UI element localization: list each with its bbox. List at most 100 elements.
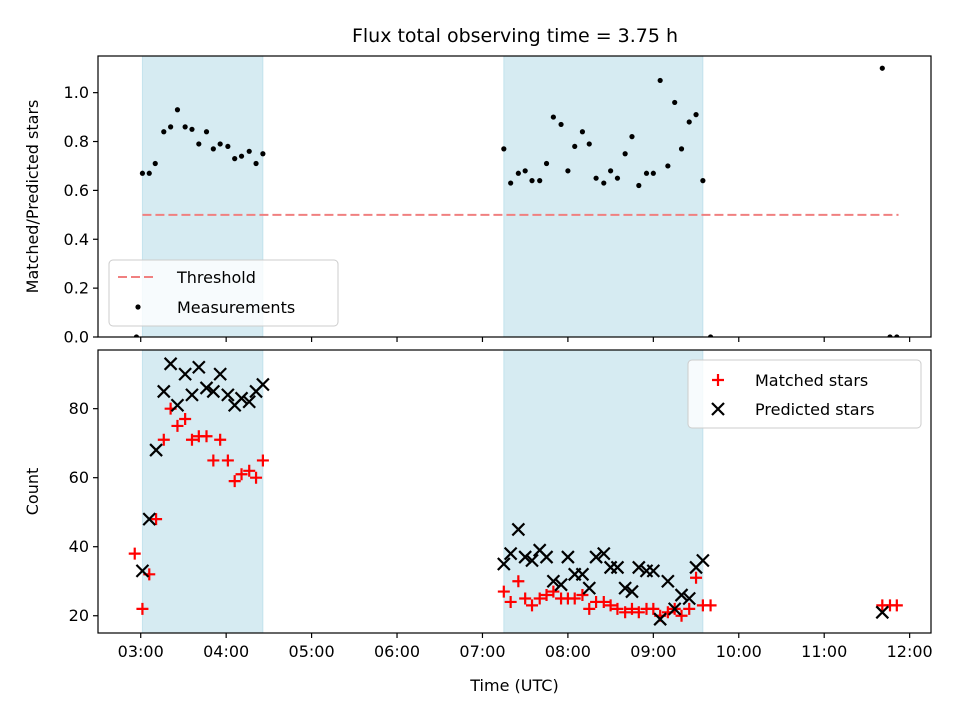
predicted-point: [234, 391, 249, 406]
matched-point: [611, 602, 624, 615]
legend-predicted-label: Predicted stars: [755, 400, 875, 419]
predicted-point: [497, 557, 511, 571]
predicted-point: [525, 553, 539, 568]
matched-point: [632, 606, 645, 619]
measurement-point: [650, 170, 656, 176]
matched-point: [647, 602, 660, 615]
predicted-point: [206, 384, 221, 399]
predicted-point: [178, 367, 192, 381]
measurement-point: [133, 334, 140, 337]
measurement-point: [515, 170, 521, 176]
matched-point: [625, 602, 638, 615]
measurement-point: [887, 334, 893, 337]
predicted-point: [503, 546, 518, 561]
y-tick-label: 0.4: [64, 230, 89, 249]
x-axis-label: Time (UTC): [469, 676, 558, 695]
legend-measurements-label: Measurements: [177, 298, 295, 317]
matched-point: [547, 585, 560, 598]
predicted-point: [661, 574, 675, 589]
matched-point: [221, 454, 234, 467]
measurement-point: [550, 114, 556, 120]
x-tick-label: 05:00: [289, 642, 335, 661]
y-tick-label: 20: [69, 606, 89, 625]
predicted-point: [674, 588, 689, 602]
matched-point: [583, 602, 596, 615]
series-predicted-stars: [135, 357, 890, 626]
predicted-point: [646, 564, 661, 578]
x-tick-label: 10:00: [716, 642, 762, 661]
measurement-point: [246, 148, 252, 154]
measurement-point: [189, 126, 195, 132]
predicted-point: [546, 574, 561, 589]
x-tick-label: 04:00: [203, 642, 249, 661]
measurement-point: [608, 168, 614, 174]
predicted-point: [610, 560, 625, 575]
predicted-point: [682, 591, 696, 606]
chart-title: Flux total observing time = 3.75 h: [352, 25, 678, 47]
predicted-point: [221, 388, 235, 402]
shaded-span-1: [503, 56, 704, 337]
legend-box: [108, 259, 339, 327]
predicted-point: [518, 550, 532, 564]
predicted-point: [199, 381, 214, 395]
measurement-point: [537, 178, 543, 184]
predicted-point: [242, 394, 256, 409]
measurement-point: [558, 121, 564, 128]
x-tick-label: 03:00: [118, 642, 164, 661]
legend-box: [687, 359, 922, 429]
matched-point: [256, 454, 269, 467]
matched-point: [200, 430, 213, 443]
measurement-point: [593, 175, 599, 181]
matched-point: [690, 571, 703, 584]
measurement-point: [253, 160, 259, 167]
measurement-point: [622, 151, 628, 157]
matched-point: [185, 433, 198, 446]
measurement-point: [543, 160, 550, 167]
matched-point: [497, 585, 510, 598]
measurement-point: [686, 119, 692, 125]
matched-point: [540, 589, 553, 602]
measurement-point: [672, 99, 678, 106]
matched-point: [526, 599, 539, 612]
x-tick-label: 11:00: [801, 642, 847, 661]
predicted-point: [653, 612, 667, 626]
y-tick-label: 40: [69, 537, 89, 556]
measurement-point: [529, 178, 535, 184]
legend-matched-swatch: [712, 374, 724, 386]
measurement-point: [579, 129, 586, 135]
predicted-point: [561, 550, 575, 564]
matched-point: [214, 433, 227, 446]
measurement-point: [614, 175, 621, 181]
measurement-point: [508, 180, 514, 186]
measurement-point: [203, 129, 210, 135]
y-tick-label: 0.0: [64, 328, 89, 347]
matched-point: [171, 419, 184, 432]
series-measurements: [133, 65, 900, 337]
x-tick-label: 12:00: [887, 642, 933, 661]
matched-point: [568, 592, 581, 605]
measurement-point: [501, 146, 507, 152]
measurement-point: [894, 334, 900, 337]
measurement-point: [879, 65, 885, 71]
plot-area: [128, 350, 903, 633]
predicted-point: [582, 581, 597, 595]
measurement-point: [217, 141, 223, 147]
matched-point: [704, 599, 717, 612]
measurement-point: [678, 146, 685, 152]
predicted-point: [256, 377, 270, 392]
matched-point: [207, 454, 220, 467]
matched-point: [512, 575, 525, 588]
matched-point: [128, 547, 141, 560]
matched-point: [683, 602, 696, 615]
predicted-point: [625, 584, 639, 599]
matched-point: [235, 468, 248, 481]
predicted-point: [575, 567, 590, 582]
measurement-point: [210, 146, 216, 152]
predicted-point: [554, 577, 568, 592]
measurement-point: [168, 124, 174, 130]
legend-matched-label: Matched stars: [755, 371, 868, 390]
y-tick-label: 0.6: [64, 181, 89, 200]
predicted-point: [163, 357, 178, 371]
